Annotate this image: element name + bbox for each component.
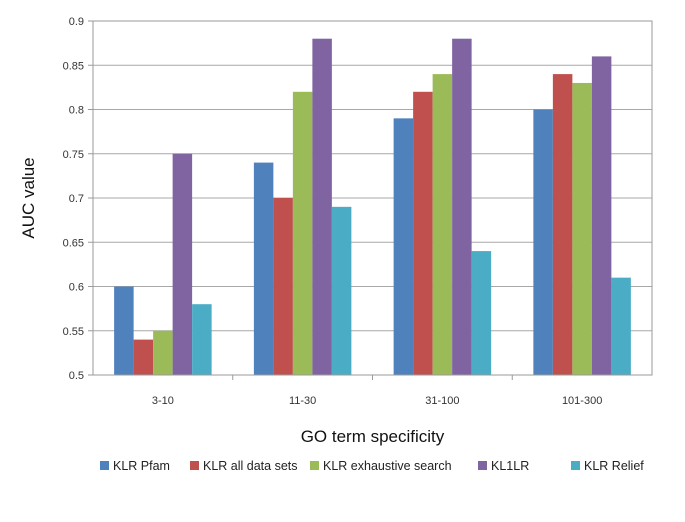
legend-label: KLR Relief [584,459,644,473]
x-tick-label: 3-10 [152,395,174,407]
y-tick-label: 0.65 [63,237,84,249]
legend-swatch [310,461,319,470]
legend-swatch [190,461,199,470]
y-tick-label: 0.55 [63,326,84,338]
y-tick-label: 0.8 [69,105,84,117]
bar [533,109,553,375]
y-axis-ticks: 0.5 0.55 0.6 0.65 0.7 0.75 0.8 0.85 0.9 [63,16,93,382]
y-tick-label: 0.9 [69,16,84,28]
x-axis-label: GO term specificity [301,427,445,446]
y-tick-label: 0.85 [63,60,84,72]
bars [114,38,631,376]
bar [552,74,573,375]
bar [611,277,631,375]
legend-label: KLR exhaustive search [323,459,452,473]
x-tick-label: 31-100 [425,395,459,407]
bar [172,153,193,375]
bar [133,339,154,375]
bar [192,304,212,375]
y-axis-label: AUC value [19,157,38,238]
legend-label: KL1LR [491,459,529,473]
legend-label: KLR all data sets [203,459,298,473]
bar [471,251,492,375]
bar [253,162,274,375]
bar [591,56,612,376]
y-tick-label: 0.7 [69,193,84,205]
y-tick-label: 0.5 [69,370,84,382]
legend-swatch [571,461,580,470]
bar [153,330,173,375]
legend-swatch [100,461,109,470]
bar [452,38,472,375]
bar [413,91,433,376]
y-tick-label: 0.6 [69,282,84,294]
bar [432,74,453,375]
bar [572,82,592,375]
bar [273,198,293,375]
legend: KLR Pfam KLR all data sets KLR exhaustive … [100,459,644,473]
x-tick-label: 101-300 [562,395,602,407]
plot-area-border [92,20,653,376]
bar [292,91,313,376]
bar [331,206,352,375]
bar [312,38,332,375]
y-tick-label: 0.75 [63,149,84,161]
bar [114,286,134,375]
legend-label: KLR Pfam [113,459,170,473]
x-axis-ticks: 3-10 11-30 31-100 101-300 [152,375,602,407]
legend-swatch [478,461,487,470]
x-tick-label: 11-30 [289,395,316,407]
bar [393,118,414,375]
